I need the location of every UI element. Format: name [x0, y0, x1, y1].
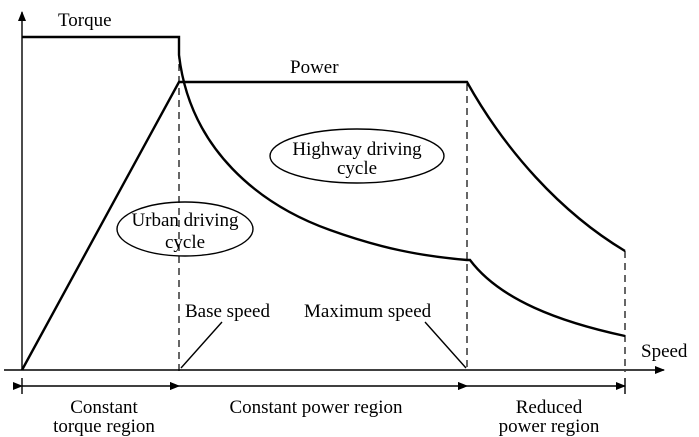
region1-label-line1: Constant [70, 397, 138, 418]
torque-curve [22, 35, 626, 338]
highway-cycle-ellipse [269, 128, 445, 184]
max-speed-leader [424, 321, 467, 369]
urban-label-line1: Urban driving [131, 210, 239, 231]
region1-label-line2: torque region [53, 416, 155, 437]
speed-label: Speed [641, 341, 688, 362]
power-label: Power [290, 57, 339, 78]
base-speed-leader [180, 321, 223, 369]
max-speed-label: Maximum speed [304, 301, 432, 322]
torque-label: Torque [58, 10, 112, 31]
base-speed-label: Base speed [185, 301, 270, 322]
highway-label-line2: cycle [337, 158, 377, 179]
region2-label: Constant power region [229, 397, 403, 418]
power-curve [20, 80, 626, 371]
region3-label-line1: Reduced [516, 397, 583, 418]
urban-cycle-ellipse [116, 201, 254, 257]
urban-label-line2: cycle [165, 232, 205, 253]
highway-label-line1: Highway driving [292, 139, 422, 160]
region3-label-line2: power region [499, 416, 600, 437]
